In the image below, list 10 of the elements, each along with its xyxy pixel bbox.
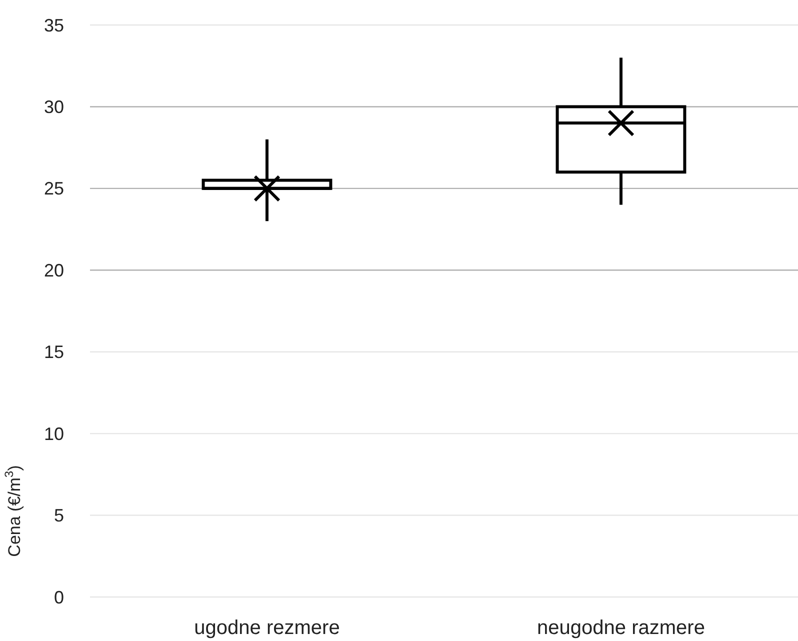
x-tick-label: ugodne rezmere [194,617,340,639]
x-tick-label: neugodne razmere [537,617,705,639]
y-tick-label: 0 [54,587,64,608]
y-tick-label: 15 [44,342,64,362]
y-tick-label: 20 [44,260,64,280]
y-tick-label: 35 [44,15,64,36]
y-tick-label: 30 [44,97,64,118]
y-tick-label: 5 [54,506,64,526]
y-tick-label: 25 [44,178,64,199]
y-tick-label: 10 [44,424,64,444]
